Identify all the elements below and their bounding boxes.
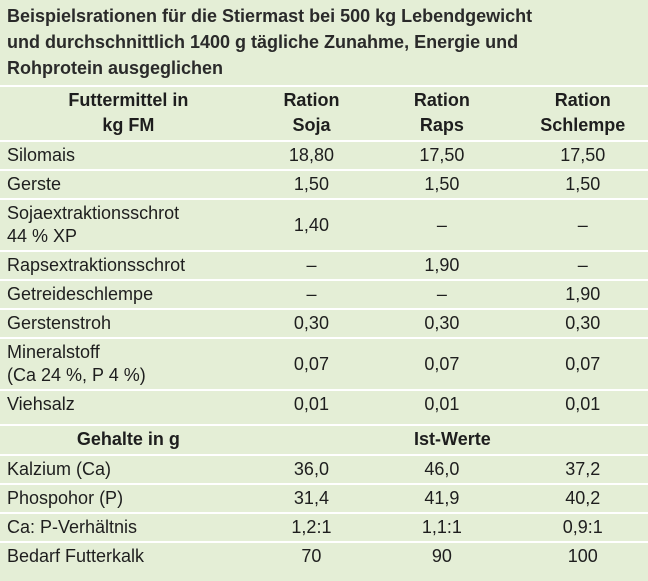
value-cell: 0,07 [255, 337, 367, 390]
value-cell: 0,30 [366, 308, 517, 338]
value-cell: 0,01 [516, 389, 648, 418]
content-row: Kalzium (Ca) 36,0 46,0 37,2 [0, 454, 648, 484]
value-cell: 0,01 [366, 389, 517, 418]
value-cell: 17,50 [516, 140, 648, 170]
value-cell: 31,4 [255, 483, 367, 513]
value-cell: – [255, 250, 367, 280]
value-cell: 90 [366, 541, 517, 570]
content-row: Ca: P-Verhältnis 1,2:1 1,1:1 0,9:1 [0, 512, 648, 542]
value-cell: 0,01 [255, 389, 367, 418]
value-cell: 1,50 [255, 169, 367, 199]
value-cell: 1,90 [366, 250, 517, 280]
label-cell: Silomais [0, 140, 256, 170]
label-cell: Kalzium (Ca) [0, 454, 256, 484]
section-label: Gehalte in g [0, 424, 256, 455]
label-cell: Ca: P-Verhältnis [0, 512, 256, 542]
value-cell: 100 [516, 541, 648, 570]
label-cell: Gerste [0, 169, 256, 199]
value-cell: 0,07 [366, 337, 517, 390]
value-cell: 41,9 [366, 483, 517, 513]
value-cell: 1,50 [366, 169, 517, 199]
value-cell: – [366, 198, 517, 251]
section-value-header: Ist-Werte [255, 424, 648, 455]
value-cell: 70 [255, 541, 367, 570]
header-row: Futtermittel in kg FM Ration Soja Ration R… [0, 85, 648, 141]
label-cell: Getreideschlempe [0, 279, 256, 309]
value-cell: – [516, 198, 648, 251]
value-cell: 0,30 [255, 308, 367, 338]
content-row: Phospohor (P) 31,4 41,9 40,2 [0, 483, 648, 513]
value-cell: 17,50 [366, 140, 517, 170]
label-cell: Sojaextraktionsschrot 44 % XP [0, 198, 256, 251]
ration-table: Futtermittel in kg FM Ration Soja Ration R… [0, 85, 648, 570]
label-cell: Bedarf Futterkalk [0, 541, 256, 570]
value-cell: 0,07 [516, 337, 648, 390]
value-cell: 1,90 [516, 279, 648, 309]
value-cell: 46,0 [366, 454, 517, 484]
feed-row: Mineralstoff (Ca 24 %, P 4 %) 0,07 0,07 0,0… [0, 337, 648, 390]
label-cell: Mineralstoff (Ca 24 %, P 4 %) [0, 337, 256, 390]
value-cell: 0,9:1 [516, 512, 648, 542]
value-cell: 37,2 [516, 454, 648, 484]
value-cell: 1,50 [516, 169, 648, 199]
header-cell: Ration Raps [366, 85, 517, 141]
value-cell: 36,0 [255, 454, 367, 484]
section-header: Gehalte in g Ist-Werte [0, 424, 648, 455]
spacer [0, 418, 648, 425]
value-cell: 1,40 [255, 198, 367, 251]
value-cell: – [255, 279, 367, 309]
content-row: Bedarf Futterkalk 70 90 100 [0, 541, 648, 570]
value-cell: 0,30 [516, 308, 648, 338]
label-cell: Rapsextraktionsschrot [0, 250, 256, 280]
feed-row: Sojaextraktionsschrot 44 % XP 1,40– – [0, 198, 648, 251]
feed-row: Getreideschlempe – –1,90 [0, 279, 648, 309]
value-cell: 18,80 [255, 140, 367, 170]
feed-row: Rapsextraktionsschrot –1,90– [0, 250, 648, 280]
label-cell: Viehsalz [0, 389, 256, 418]
value-cell: 1,2:1 [255, 512, 367, 542]
label-cell: Gerstenstroh [0, 308, 256, 338]
header-cell: Ration Schlempe [516, 85, 648, 141]
value-cell: – [516, 250, 648, 280]
value-cell: – [366, 279, 517, 309]
feed-row: Silomais 18,80 17,50 17,50 [0, 140, 648, 170]
label-cell: Phospohor (P) [0, 483, 256, 513]
value-cell: 40,2 [516, 483, 648, 513]
feed-row: Viehsalz 0,01 0,01 0,01 [0, 389, 648, 418]
title: Beispielsrationen für die Stiermast bei … [7, 6, 533, 78]
header-cell: Futtermittel in kg FM [0, 85, 256, 141]
feed-row: Gerstenstroh 0,30 0,30 0,30 [0, 308, 648, 338]
value-cell: 1,1:1 [366, 512, 517, 542]
header-cell: Ration Soja [255, 85, 367, 141]
feed-row: Gerste 1,50 1,50 1,50 [0, 169, 648, 199]
